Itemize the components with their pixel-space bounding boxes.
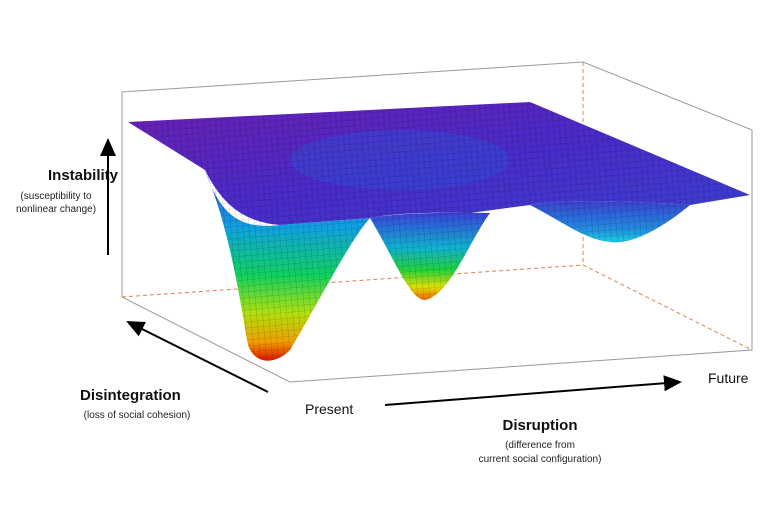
start-label: Present xyxy=(305,401,353,417)
horizontal-title: Disruption xyxy=(503,417,578,434)
arrows xyxy=(100,138,682,406)
horizontal-subtitle: current social configuration) xyxy=(479,454,602,465)
surface xyxy=(128,102,750,361)
vertical-subtitle: nonlinear change) xyxy=(16,204,96,215)
depth-title: Disintegration xyxy=(80,387,181,404)
depth-subtitle: (loss of social cohesion) xyxy=(84,410,191,421)
vertical-subtitle: (susceptibility to xyxy=(20,191,92,202)
horizontal-subtitle: (difference from xyxy=(505,440,575,451)
vertical-title: Instability xyxy=(48,167,119,184)
end-label: Future xyxy=(708,370,749,386)
